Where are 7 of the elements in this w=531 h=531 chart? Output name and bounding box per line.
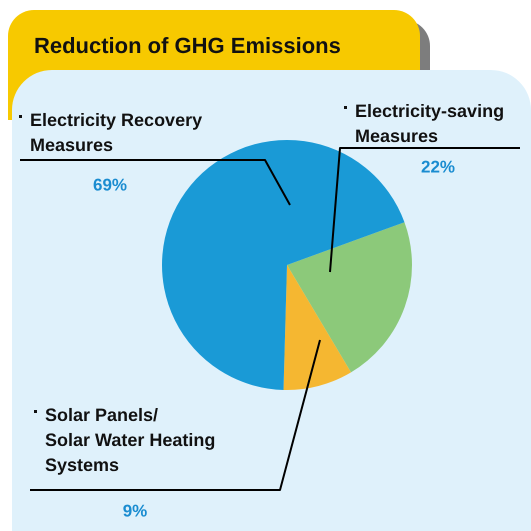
chart-title: Reduction of GHG Emissions bbox=[34, 33, 341, 59]
slice-label: Electricity Recovery Measures bbox=[30, 110, 202, 155]
slice-label: Solar Panels/ Solar Water Heating Systems bbox=[45, 404, 216, 475]
data-label: 69% bbox=[92, 176, 128, 195]
data-label: 9% bbox=[122, 502, 148, 521]
data-label: 22% bbox=[420, 158, 456, 177]
slice-label: Electricity-saving Measures bbox=[355, 100, 504, 146]
